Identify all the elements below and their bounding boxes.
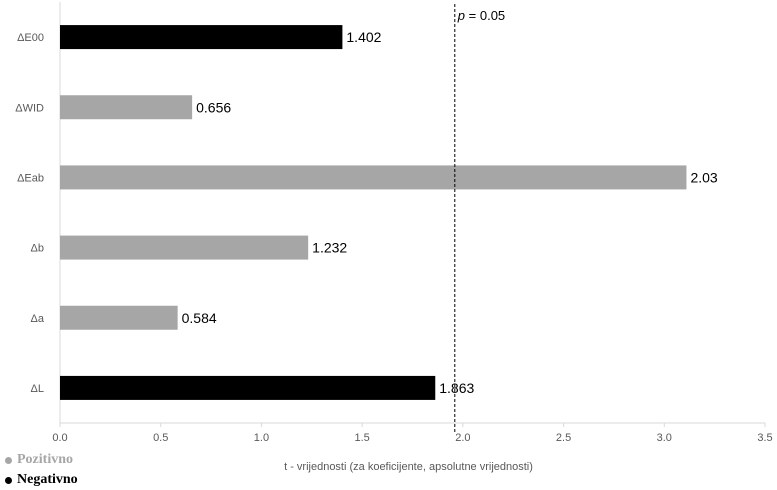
legend-swatch-pozitivno xyxy=(5,456,12,464)
x-tick-label: 3.0 xyxy=(657,432,672,444)
reference-line-label: p = 0.05 xyxy=(457,8,505,23)
x-axis-title: t - vrijednosti (za koeficijente, apsolu… xyxy=(284,461,533,473)
legend-swatch-negativno xyxy=(5,476,12,484)
value-label: 2.03 xyxy=(690,169,717,185)
x-tick-label: 0.0 xyxy=(52,432,67,444)
category-label: ΔE00 xyxy=(17,32,44,44)
bar xyxy=(60,95,193,120)
category-label: Δa xyxy=(31,313,45,325)
legend-item-negativno: Negativno xyxy=(2,470,78,490)
category-label: ΔEab xyxy=(17,172,44,184)
category-label: ΔWID xyxy=(15,102,44,114)
x-tick-label: 2.5 xyxy=(556,432,571,444)
value-label: 1.402 xyxy=(346,29,381,45)
bar xyxy=(60,375,436,400)
x-tick-label: 1.0 xyxy=(254,432,269,444)
legend-label-negativno: Negativno xyxy=(17,472,78,487)
value-label: 0.584 xyxy=(182,310,217,326)
legend-label-pozitivno: Pozitivno xyxy=(17,452,73,467)
bar xyxy=(60,165,687,190)
x-tick-label: 1.5 xyxy=(354,432,369,444)
x-tick-label: 3.5 xyxy=(757,432,772,444)
value-label: 1.232 xyxy=(312,240,347,256)
bar xyxy=(60,25,343,50)
x-tick-label: 0.5 xyxy=(153,432,168,444)
value-label: 0.656 xyxy=(196,99,231,115)
category-label: ΔL xyxy=(31,383,44,395)
category-label: Δb xyxy=(31,243,44,255)
legend-item-pozitivno: Pozitivno xyxy=(2,450,78,470)
bar xyxy=(60,305,178,330)
x-tick-label: 2.0 xyxy=(455,432,470,444)
bar xyxy=(60,235,309,260)
value-label: 1.863 xyxy=(439,380,474,396)
legend: Pozitivno Negativno xyxy=(2,450,78,490)
